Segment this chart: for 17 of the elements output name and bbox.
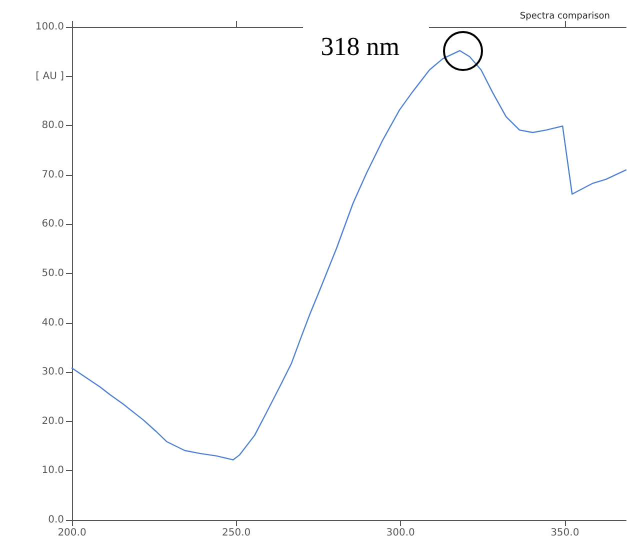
y-tick-label: 20.0 <box>42 416 64 427</box>
y-tick-label: 60.0 <box>42 218 64 230</box>
annotation: 318 nm <box>302 16 430 70</box>
y-tick-label: [ AU ] <box>36 70 64 82</box>
y-tick-label: 10.0 <box>42 465 64 476</box>
chart-title: Spectra comparison <box>520 12 610 22</box>
y-tick-label: 80.0 <box>42 120 64 132</box>
x-tick-label: 250.0 <box>222 528 251 538</box>
x-tick-label: 200.0 <box>58 528 86 538</box>
y-tick-label: 30.0 <box>42 366 64 378</box>
y-tick-label: 50.0 <box>42 268 64 279</box>
y-tick-label: 40.0 <box>42 317 64 328</box>
y-tick-label: 100.0 <box>35 22 64 32</box>
y-tick-label: 70.0 <box>42 169 64 180</box>
y-tick-label: 0.0 <box>48 514 64 526</box>
x-tick-label: 300.0 <box>386 528 415 538</box>
x-tick-label: 350.0 <box>550 528 580 538</box>
